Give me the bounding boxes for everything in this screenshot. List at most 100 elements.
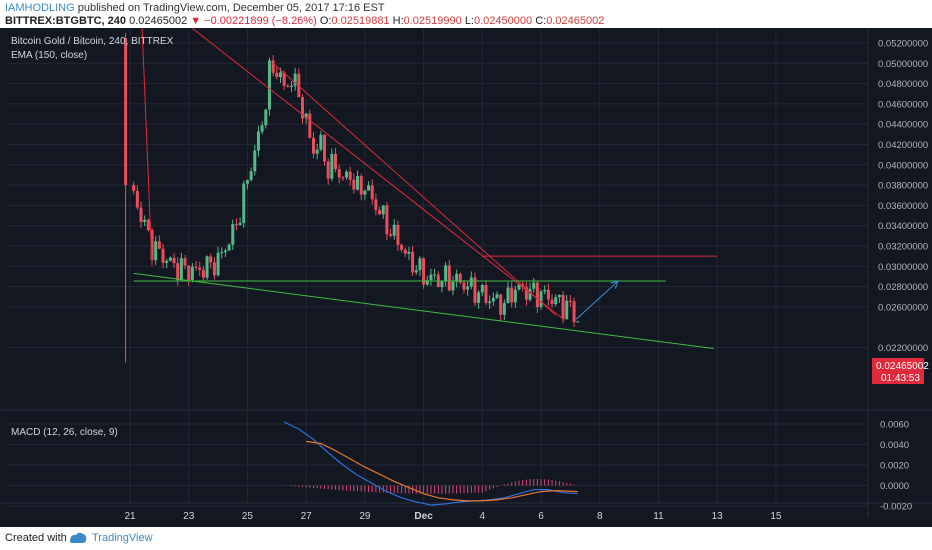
candle <box>326 158 330 185</box>
candle <box>227 243 231 251</box>
open-value: 0.02519881 <box>331 15 390 27</box>
candle <box>444 261 448 287</box>
close-label: C: <box>535 15 547 27</box>
candle <box>510 281 514 308</box>
candle <box>253 144 257 176</box>
time-tick-label: 23 <box>183 511 195 522</box>
red-trendline-drawing[interactable] <box>141 28 153 267</box>
time-tick-label: 29 <box>359 511 371 522</box>
candle <box>389 228 393 238</box>
candle <box>484 280 488 306</box>
author-link[interactable]: IAMHODLING <box>5 2 75 14</box>
publish-line: IAMHODLING published on TradingView.com,… <box>5 2 385 14</box>
red-trendline-drawing[interactable] <box>272 62 557 316</box>
candle <box>139 201 143 228</box>
candle <box>187 265 191 286</box>
candle <box>161 243 165 269</box>
candle <box>249 167 253 182</box>
candle <box>234 218 238 231</box>
macd-legend[interactable]: MACD (12, 26, close, 9) <box>11 427 118 438</box>
candle <box>568 294 572 307</box>
candle <box>550 294 554 308</box>
candle <box>495 291 499 300</box>
time-tick-label: 21 <box>124 511 136 522</box>
candle <box>319 130 323 152</box>
candle <box>414 265 418 275</box>
candle <box>212 257 216 280</box>
candle <box>245 179 249 190</box>
candle <box>535 280 539 314</box>
candle <box>194 260 198 271</box>
candle <box>300 94 304 124</box>
drawings[interactable] <box>133 28 718 350</box>
candle <box>345 169 349 180</box>
price-tick-label: 0.03200000 <box>878 242 928 253</box>
price-tick-label: 0.04400000 <box>878 120 928 131</box>
candle <box>469 271 473 290</box>
chart-background <box>0 28 932 527</box>
price-tick-label: 0.03000000 <box>878 262 928 273</box>
time-tick-label: 15 <box>770 511 782 522</box>
tradingview-link[interactable]: TradingView <box>92 532 153 544</box>
candle <box>168 256 172 262</box>
macd-tick-label: 0.0020 <box>880 461 909 472</box>
candle <box>271 55 275 77</box>
macd-axis: 0.0060 0.0040 0.0020 0.0000 -0.0020 <box>880 420 912 513</box>
candle <box>209 253 213 269</box>
candle <box>396 220 400 251</box>
green-trendline-drawing[interactable] <box>133 272 714 350</box>
open-label: O: <box>319 15 332 27</box>
candle <box>352 173 356 194</box>
candle <box>293 67 297 91</box>
red-trendline-drawing[interactable] <box>159 28 565 321</box>
candle <box>557 294 561 304</box>
candle <box>506 281 510 304</box>
tradingview-logo-icon <box>70 532 87 543</box>
time-tick-label: 6 <box>538 511 544 522</box>
candle <box>363 189 367 200</box>
candle <box>264 108 268 129</box>
price-tick-label: 0.04200000 <box>878 140 928 151</box>
candle <box>455 269 459 288</box>
price-tick-label: 0.03600000 <box>878 201 928 212</box>
candle <box>477 290 481 309</box>
candle <box>198 261 202 276</box>
price-tick-label: 0.02200000 <box>878 343 928 354</box>
published-text: published on TradingView.com, December 0… <box>77 2 385 14</box>
price-axis: 0.05200000 0.05000000 0.04800000 0.04600000… <box>878 39 928 355</box>
time-tick-label: 13 <box>712 511 724 522</box>
time-tick-label: 11 <box>653 511 664 522</box>
countdown-label: 01:43:53 <box>881 373 920 384</box>
low-label: L: <box>464 15 474 27</box>
candle <box>135 185 139 211</box>
ema-legend[interactable]: EMA (150, close) <box>11 50 87 61</box>
price-tick-label: 0.02800000 <box>878 282 928 293</box>
candle <box>132 181 136 195</box>
candle <box>183 255 187 270</box>
time-tick-label: Dec <box>414 511 433 522</box>
candle <box>286 84 290 88</box>
candle <box>400 243 404 253</box>
candle <box>124 32 128 363</box>
macd-tick-label: 0.0060 <box>880 420 909 431</box>
price-chart[interactable]: 0.05200000 0.05000000 0.04800000 0.04600000… <box>0 28 932 527</box>
candle <box>190 263 194 283</box>
symbol-legend: Bitcoin Gold / Bitcoin, 240, BITTREX <box>11 36 174 47</box>
arrow-head-icon <box>610 280 619 289</box>
candle <box>223 248 227 257</box>
candles <box>124 32 580 363</box>
time-tick-label: 8 <box>597 511 603 522</box>
candle <box>554 294 558 307</box>
candle <box>282 70 286 91</box>
candle <box>422 257 426 289</box>
candle <box>403 247 407 257</box>
arrow-drawing[interactable] <box>575 280 619 320</box>
candle <box>378 206 382 216</box>
macd-tick-label: -0.0020 <box>880 502 912 513</box>
price-tick-label: 0.03800000 <box>878 181 928 192</box>
high-value: 0.02519990 <box>403 15 462 27</box>
candle <box>260 121 264 135</box>
candle <box>205 255 209 280</box>
candle <box>143 215 147 227</box>
candle <box>539 289 543 310</box>
